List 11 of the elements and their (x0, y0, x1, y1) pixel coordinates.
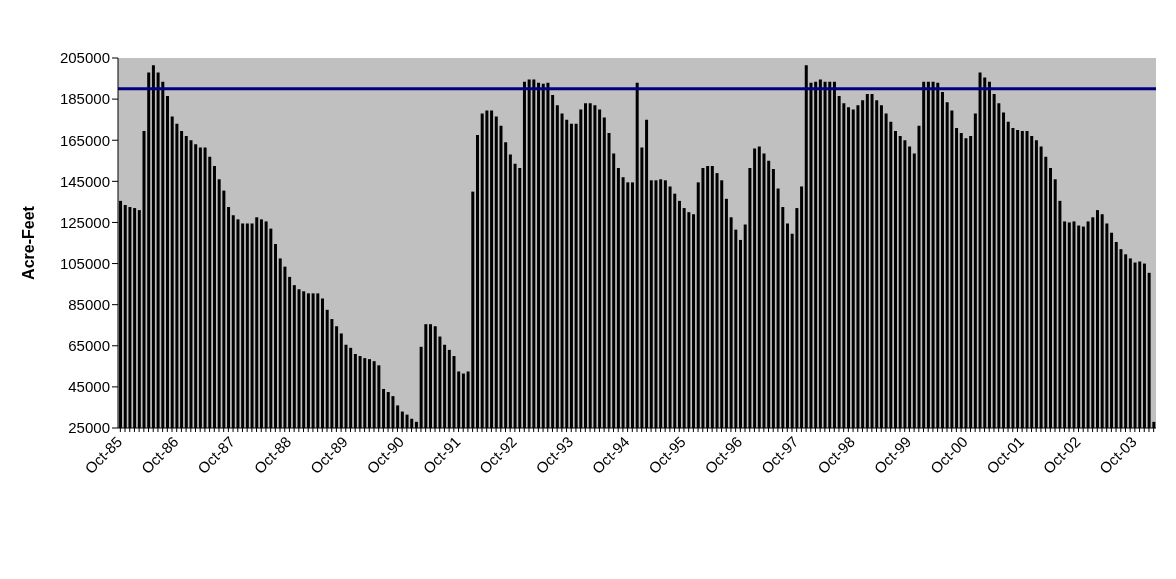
y-tick-label: 45000 (68, 378, 110, 396)
y-tick-label: 65000 (68, 337, 110, 355)
y-tick-label: 185000 (59, 90, 110, 108)
y-tick-label: 125000 (59, 213, 110, 231)
y-tick-label: 145000 (59, 172, 110, 190)
y-axis-title: Acre-Feet (19, 205, 37, 280)
y-tick-label: 105000 (59, 254, 110, 272)
y-tick-label: 85000 (68, 295, 110, 313)
y-tick-label: 205000 (59, 49, 110, 67)
y-tick-label: 165000 (59, 131, 110, 149)
y-tick-label: 25000 (68, 419, 110, 437)
